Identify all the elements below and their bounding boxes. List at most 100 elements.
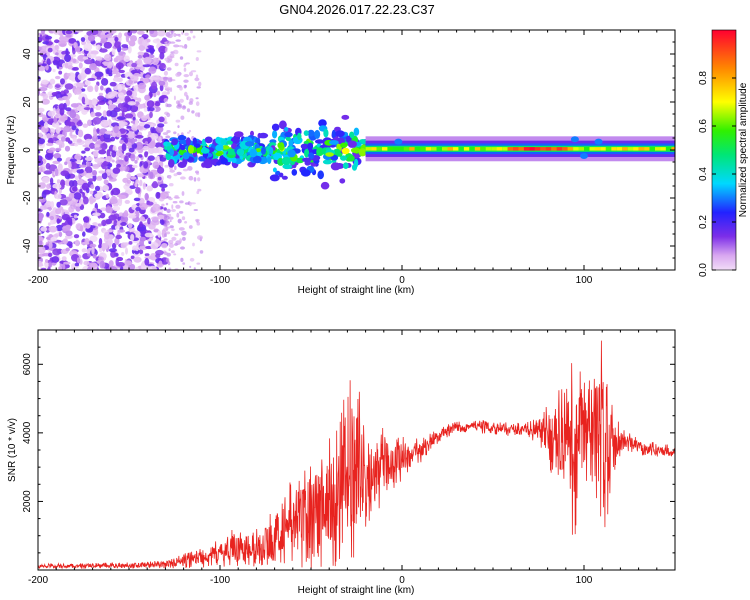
heatmap-cell: [570, 136, 579, 143]
heatmap-cell: [124, 260, 133, 266]
heatmap-cell: [180, 115, 185, 120]
heatmap-cell: [87, 77, 96, 81]
heatmap-cell: [101, 219, 107, 227]
heatmap-cell: [40, 226, 48, 232]
heatmap-cell: [50, 220, 54, 225]
heatmap-cell: [622, 147, 628, 151]
heatmap-cell: [420, 147, 426, 151]
heatmap-cell: [331, 129, 336, 139]
heatmap-cell: [58, 103, 65, 111]
colorbar-label: Normalized spectral amplitude: [738, 82, 749, 217]
heatmap-cell: [98, 92, 104, 96]
bottom-x-ticks: -200 -100 0 100: [28, 330, 676, 586]
heatmap-cell: [358, 148, 367, 157]
heatmap-cell: [83, 196, 89, 205]
heatmap-cell: [79, 225, 84, 232]
heatmap-cell: [161, 243, 168, 249]
heatmap-cell: [159, 84, 164, 92]
heatmap-cell: [143, 107, 148, 113]
heatmap-cell: [41, 63, 47, 67]
heatmap-cell: [45, 35, 53, 40]
heatmap-cell: [365, 147, 372, 151]
heatmap-cell: [189, 257, 195, 262]
heatmap-cell: [74, 143, 79, 147]
heatmap-cell: [194, 112, 199, 117]
heatmap-cell: [92, 117, 102, 125]
heatmap-cell: [55, 216, 63, 220]
heatmap-cell: [39, 237, 44, 241]
heatmap-cell: [129, 185, 136, 190]
heatmap-cell: [502, 147, 508, 151]
heatmap-cell: [127, 222, 133, 229]
heatmap-cell: [38, 215, 43, 222]
heatmap-cell: [61, 213, 70, 221]
heatmap-cell: [97, 100, 106, 105]
heatmap-cell: [60, 136, 66, 142]
heatmap-cell: [169, 169, 175, 173]
heatmap-cell: [307, 129, 315, 137]
heatmap-cell: [75, 203, 82, 207]
heatmap-cell: [414, 147, 421, 151]
heatmap-cell: [95, 105, 102, 111]
heatmap-cell: [341, 147, 350, 155]
heatmap-cell: [146, 100, 155, 108]
heatmap-cell: [100, 119, 109, 127]
heatmap-cell: [177, 161, 187, 168]
heatmap-cell: [81, 150, 86, 154]
heatmap-cell: [123, 183, 132, 191]
bottom-y-ticks: 2000 4000 6000: [22, 346, 675, 554]
heatmap-cell: [113, 213, 120, 220]
heatmap-cell: [74, 153, 82, 161]
heatmap-cell: [89, 142, 96, 149]
heatmap-cell: [130, 35, 137, 42]
heatmap-cell: [128, 215, 137, 219]
heatmap-cell: [76, 82, 85, 88]
heatmap-cell: [146, 201, 154, 206]
heatmap-cell: [177, 218, 182, 224]
heatmap-cell: [47, 137, 54, 145]
heatmap-cell: [152, 181, 158, 188]
heatmap-cell: [175, 119, 181, 123]
heatmap-cell: [79, 259, 83, 265]
heatmap-cell: [165, 202, 169, 206]
heatmap-cell: [157, 30, 166, 37]
heatmap-cell: [351, 164, 358, 171]
heatmap-cell: [104, 130, 113, 135]
heatmap-cell: [109, 121, 113, 128]
heatmap-cell: [152, 57, 159, 66]
bottom-x-tick-label: -100: [210, 575, 230, 586]
heatmap-cell: [108, 72, 113, 77]
heatmap-cell: [187, 131, 190, 134]
heatmap-cell: [184, 32, 189, 36]
heatmap-cell: [52, 248, 61, 256]
heatmap-cell: [64, 234, 73, 239]
heatmap-cell: [76, 169, 84, 174]
heatmap-cell: [325, 152, 334, 157]
heatmap-cell: [245, 141, 255, 147]
heatmap-cell: [199, 250, 204, 254]
heatmap-cell: [83, 107, 91, 111]
heatmap-cell: [58, 206, 64, 211]
heatmap-cell: [59, 113, 68, 122]
heatmap-cell: [147, 155, 155, 161]
heatmap-cell: [66, 61, 73, 67]
heatmap-cell: [181, 230, 187, 236]
heatmap-cell: [136, 173, 145, 178]
heatmap-cell: [181, 191, 185, 196]
heatmap-cell: [115, 55, 124, 61]
heatmap-cell: [150, 123, 154, 128]
heatmap-cell: [188, 225, 193, 229]
heatmap-cell: [131, 62, 138, 68]
heatmap-cell: [164, 164, 169, 168]
heatmap-cell: [190, 70, 197, 73]
heatmap-cell: [169, 183, 174, 187]
heatmap-cell: [130, 30, 138, 34]
heatmap-cell: [425, 147, 432, 151]
top-y-tick-label: -20: [22, 190, 33, 205]
figure-title: GN04.2026.017.22.23.C37: [279, 2, 434, 17]
colorbar-tick-label: 0.8: [698, 71, 709, 85]
heatmap-cell: [191, 110, 195, 114]
heatmap-cell: [156, 155, 160, 164]
heatmap-cell: [66, 111, 71, 115]
heatmap-cell: [105, 206, 113, 214]
